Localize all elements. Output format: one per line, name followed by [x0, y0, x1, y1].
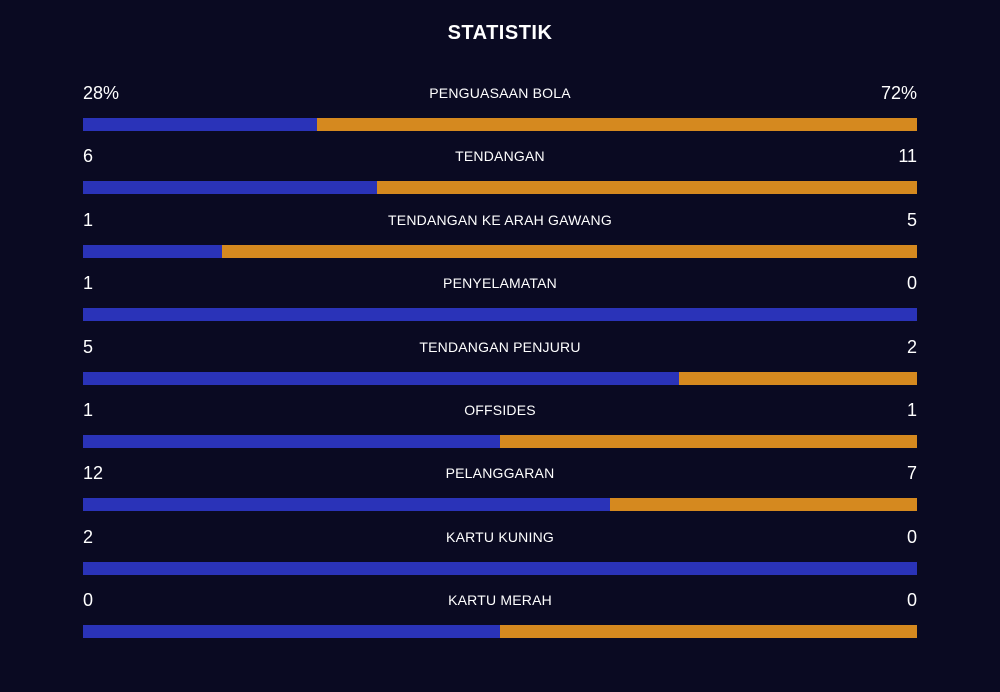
home-value: 1: [83, 209, 94, 230]
away-bar-fill: [500, 434, 917, 448]
stat-label: OFFSIDES: [464, 401, 536, 418]
comparison-bar: [83, 561, 917, 575]
home-bar-fill: [83, 181, 378, 195]
comparison-bar: [83, 181, 917, 195]
away-value: 1: [906, 399, 917, 420]
home-bar-fill: [83, 498, 610, 512]
stat-label: TENDANGAN PENJURU: [419, 338, 581, 355]
home-bar-fill: [83, 434, 500, 448]
away-value: 7: [906, 463, 917, 484]
home-value: 1: [83, 273, 94, 294]
stat-row-saves: 1 PENYELAMATAN 0: [83, 272, 917, 335]
home-bar-fill: [83, 371, 679, 385]
away-bar-fill: [678, 371, 917, 385]
away-value: 72%: [880, 83, 917, 103]
home-value: 6: [83, 146, 94, 167]
home-value: 28%: [83, 83, 120, 103]
away-bar-fill: [609, 498, 917, 512]
home-bar-fill: [83, 308, 917, 322]
away-value: 5: [906, 209, 917, 230]
comparison-bar: [83, 308, 917, 322]
stat-row-shots-on-target: 1 TENDANGAN KE ARAH GAWANG 5: [83, 209, 917, 272]
home-bar-fill: [83, 561, 917, 575]
comparison-bar: [83, 625, 917, 639]
home-bar-fill: [83, 118, 317, 131]
away-value: 0: [906, 590, 917, 611]
home-bar-fill: [83, 625, 500, 639]
stat-label: PENGUASAAN BOLA: [429, 85, 571, 101]
stat-row-offsides: 1 OFFSIDES 1: [83, 399, 917, 462]
away-bar-fill: [500, 625, 917, 639]
stat-row-red-cards: 0 KARTU MERAH 0: [83, 589, 917, 652]
comparison-bar: [83, 118, 917, 131]
away-bar-fill: [316, 118, 917, 131]
stats-list: 28% PENGUASAAN BOLA 72% 6 TENDANGAN 11 1…: [83, 82, 917, 653]
home-value: 0: [83, 590, 94, 611]
home-value: 5: [83, 336, 94, 357]
comparison-bar: [83, 244, 917, 258]
page-title: STATISTIK: [447, 22, 553, 44]
stat-label: PELANGGARAN: [445, 465, 555, 482]
home-value: 2: [83, 526, 94, 547]
stat-row-fouls: 12 PELANGGARAN 7: [83, 462, 917, 525]
home-value: 12: [83, 463, 104, 484]
comparison-bar: [83, 371, 917, 385]
stat-label: TENDANGAN: [455, 148, 545, 165]
stat-label: KARTU KUNING: [446, 528, 554, 545]
away-value: 0: [906, 526, 917, 547]
home-bar-fill: [83, 244, 223, 258]
away-bar-fill: [377, 181, 917, 195]
stat-label: PENYELAMATAN: [443, 275, 557, 292]
away-value: 0: [906, 273, 917, 294]
stat-row-yellow-cards: 2 KARTU KUNING 0: [83, 526, 917, 589]
comparison-bar: [83, 498, 917, 512]
stat-row-possession: 28% PENGUASAAN BOLA 72%: [83, 82, 917, 145]
home-value: 1: [83, 399, 94, 420]
comparison-bar: [83, 434, 917, 448]
away-value: 11: [898, 146, 917, 167]
stat-label: KARTU MERAH: [448, 592, 552, 609]
stat-row-corners: 5 TENDANGAN PENJURU 2: [83, 336, 917, 399]
away-bar-fill: [222, 244, 917, 258]
stat-row-shots: 6 TENDANGAN 11: [83, 145, 917, 208]
away-value: 2: [906, 336, 917, 357]
stat-label: TENDANGAN KE ARAH GAWANG: [388, 211, 612, 228]
